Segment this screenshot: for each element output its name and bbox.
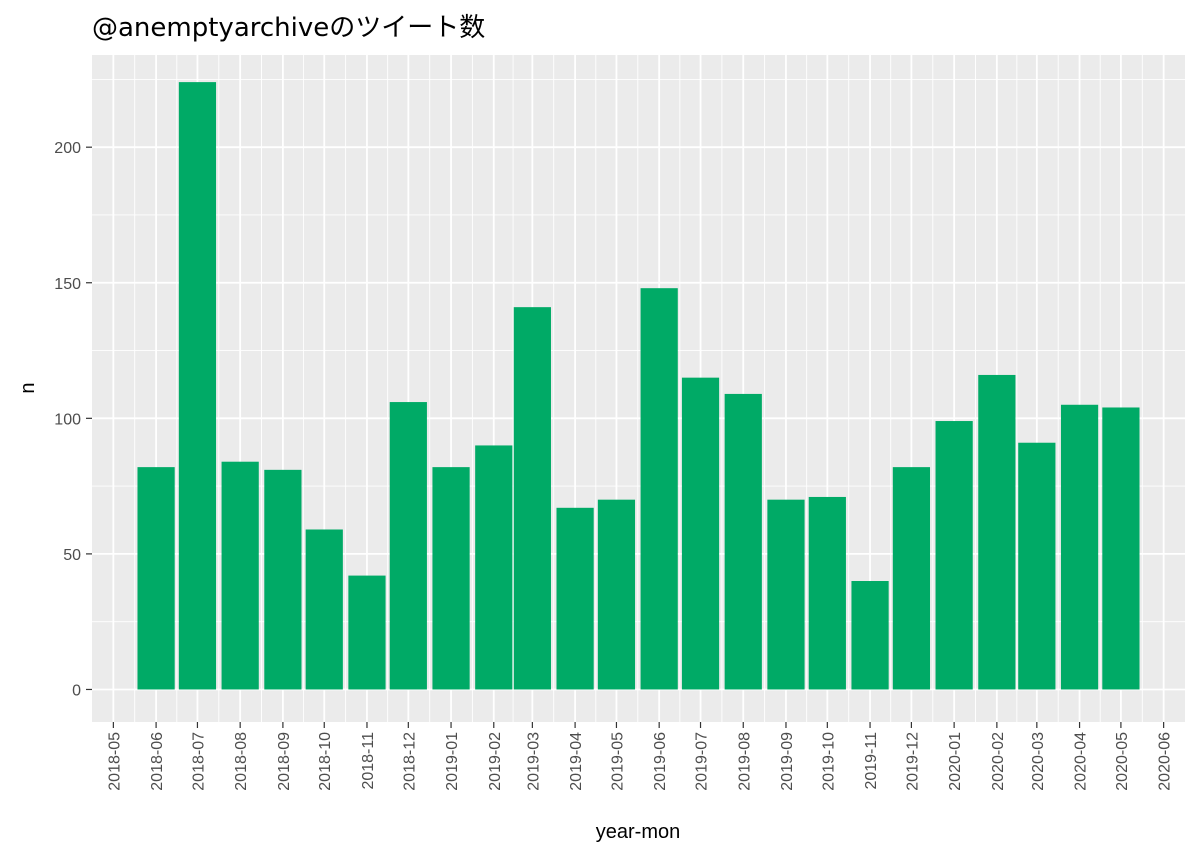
x-tick-label: 2020-01: [947, 732, 964, 791]
y-tick-label: 50: [63, 547, 81, 564]
bar-2020-05: [1102, 407, 1140, 690]
x-tick-label: 2019-01: [444, 732, 461, 791]
x-tick-label: 2019-11: [863, 732, 880, 790]
chart-title: @anemptyarchiveのツイート数: [92, 13, 485, 43]
bar-2019-11: [851, 581, 889, 690]
x-tick-label: 2019-10: [820, 732, 837, 791]
bars: [137, 82, 1140, 690]
bar-2019-06: [640, 288, 678, 690]
x-tick-label: 2018-07: [190, 732, 207, 791]
x-tick-label: 2019-04: [568, 732, 585, 791]
x-tick-label: 2020-04: [1073, 732, 1090, 791]
bar-2019-01: [432, 467, 470, 690]
x-tick-label: 2018-10: [317, 732, 334, 791]
x-tick-label: 2018-12: [401, 732, 418, 791]
x-tick-label: 2019-03: [525, 732, 542, 791]
x-tick-label: 2020-02: [990, 732, 1007, 791]
bar-2018-09: [264, 469, 302, 690]
bar-2018-12: [389, 402, 427, 690]
bar-2020-01: [935, 421, 973, 690]
bar-2018-07: [178, 82, 217, 690]
bar-2019-03: [513, 307, 551, 690]
x-tick-label: 2018-11: [360, 732, 377, 790]
bar-2019-09: [767, 499, 805, 690]
y-axis: 0 50 100 150 200: [54, 140, 92, 699]
x-tick-label: 2018-05: [106, 732, 123, 791]
bar-2019-05: [597, 499, 636, 690]
x-tick-label: 2020-06: [1157, 732, 1174, 791]
bar-2019-12: [892, 467, 931, 690]
x-tick-label: 2018-09: [276, 732, 293, 791]
bar-2020-04: [1060, 404, 1099, 690]
bar-2018-11: [348, 575, 386, 690]
bar-2018-10: [305, 529, 343, 690]
x-tick-label: 2018-06: [149, 732, 166, 791]
bar-2019-10: [808, 496, 846, 690]
bar-2020-03: [1018, 442, 1056, 690]
bar-2020-02: [978, 374, 1016, 690]
x-axis: 2018-05 2018-06 2018-07 2018-08 2018-09 2018-…: [106, 722, 1174, 791]
x-tick-label: 2019-07: [694, 732, 711, 791]
x-tick-label: 2018-08: [233, 732, 250, 791]
bar-2018-06: [137, 467, 175, 690]
y-tick-label: 100: [54, 411, 81, 428]
x-tick-label: 2019-09: [779, 732, 796, 791]
x-tick-label: 2019-02: [487, 732, 504, 791]
x-tick-label: 2020-05: [1114, 732, 1131, 791]
y-tick-label: 150: [54, 276, 81, 293]
bar-2018-08: [221, 461, 259, 690]
y-tick-label: 200: [54, 140, 81, 157]
x-tick-label: 2020-03: [1030, 732, 1047, 791]
x-tick-label: 2019-08: [736, 732, 753, 791]
x-tick-label: 2019-12: [904, 732, 921, 791]
y-axis-title: n: [17, 382, 39, 393]
bar-2019-04: [556, 507, 594, 690]
bar-2019-07: [681, 377, 720, 690]
x-axis-title: year-mon: [596, 821, 680, 843]
bar-2019-08: [724, 393, 762, 690]
x-tick-label: 2019-05: [609, 732, 626, 791]
x-tick-label: 2019-06: [652, 732, 669, 791]
bar-2019-02: [475, 445, 513, 690]
y-tick-label: 0: [72, 682, 81, 699]
minor-gridlines: [92, 55, 1185, 722]
